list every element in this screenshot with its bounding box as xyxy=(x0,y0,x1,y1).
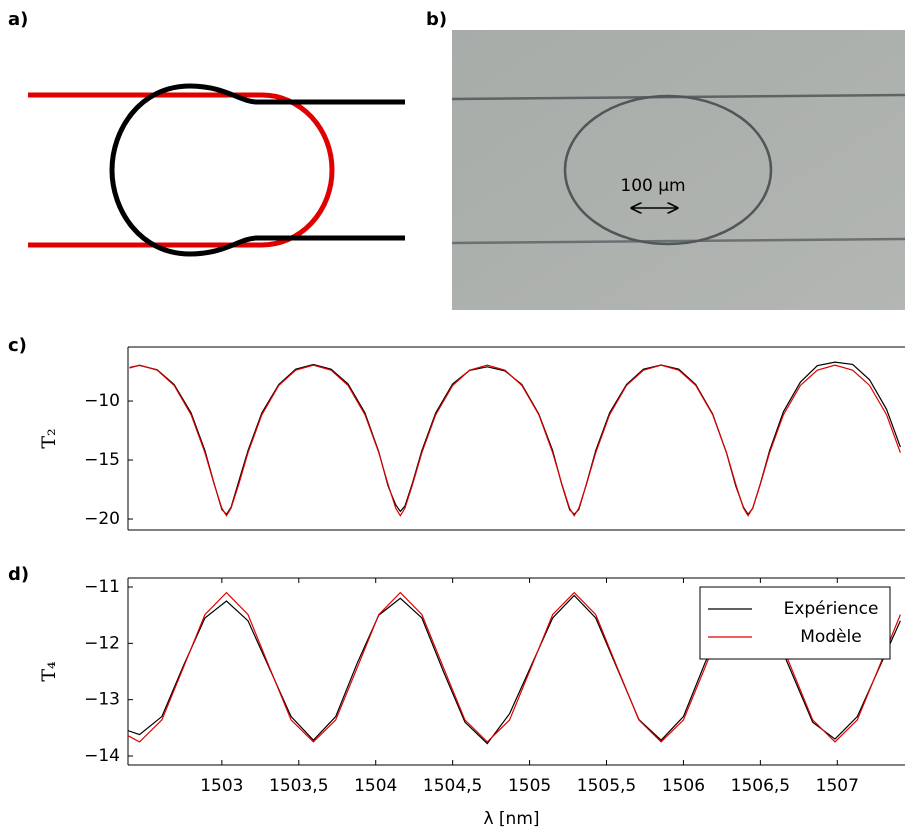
y-tick-label: −12 xyxy=(84,633,120,653)
y-axis-label: T₄ xyxy=(38,661,60,682)
x-tick-label: 1503,5 xyxy=(269,776,328,796)
legend-label: Modèle xyxy=(800,627,862,647)
x-tick-label: 1504 xyxy=(354,776,397,796)
panel-label: d) xyxy=(8,564,29,585)
x-tick-label: 1505 xyxy=(508,776,551,796)
y-tick-label: −20 xyxy=(84,509,120,529)
panel-label: a) xyxy=(8,9,28,30)
x-tick-label: 1506,5 xyxy=(731,776,790,796)
waveguide xyxy=(451,237,905,245)
y-axis-label: T₂ xyxy=(38,428,60,448)
x-tick-label: 1505,5 xyxy=(577,776,636,796)
micrograph: 100 µm xyxy=(451,30,905,310)
data-line xyxy=(129,361,901,516)
legend-box xyxy=(699,586,891,660)
y-tick-label: −13 xyxy=(84,690,120,710)
y-tick-label: −15 xyxy=(84,450,120,470)
x-axis-label: λ [nm] xyxy=(483,809,539,829)
legend-label: Expérience xyxy=(784,599,879,619)
data-line xyxy=(129,364,901,517)
y-tick-label: −14 xyxy=(84,746,120,766)
panel-label: c) xyxy=(8,335,27,356)
scale-label: 100 µm xyxy=(620,176,685,196)
x-tick-label: 1503 xyxy=(200,776,243,796)
x-tick-label: 1506 xyxy=(662,776,705,796)
y-tick-label: −10 xyxy=(84,391,120,411)
deformed-ring xyxy=(109,83,405,257)
y-tick-label: −11 xyxy=(84,577,120,597)
micrograph-background xyxy=(452,30,905,310)
resonator xyxy=(563,94,773,246)
ring-diagram xyxy=(28,83,405,257)
x-tick-label: 1507 xyxy=(816,776,859,796)
racetrack xyxy=(28,92,335,248)
x-tick-label: 1504,5 xyxy=(423,776,482,796)
panel-label: b) xyxy=(426,9,447,30)
